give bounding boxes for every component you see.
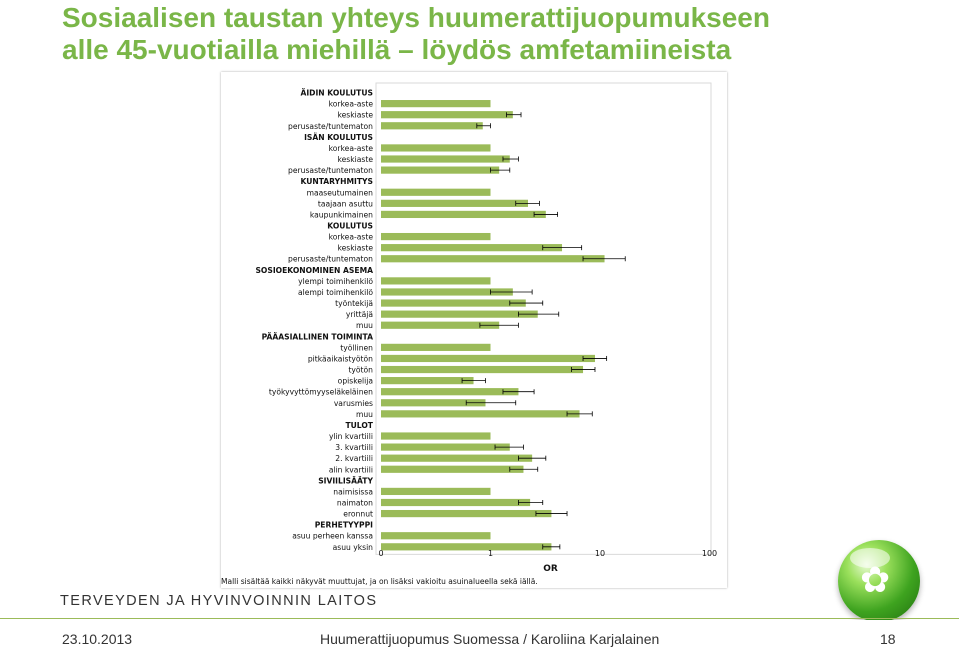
group-header-label: PÄÄASIALLINEN TOIMINTA xyxy=(262,332,374,341)
category-label: työllinen xyxy=(340,343,373,352)
or-bar xyxy=(381,255,605,263)
or-bar xyxy=(381,410,580,418)
or-bar xyxy=(381,100,491,108)
or-bar xyxy=(381,509,552,518)
forest-plot: ÄIDIN KOULUTUS korkea-aste keskiaste perusa… xyxy=(221,82,717,586)
group-header-label: ISÄN KOULUTUS xyxy=(304,133,373,142)
category-label: korkea-aste xyxy=(329,100,374,109)
or-bar xyxy=(381,432,491,440)
or-bar xyxy=(381,299,526,307)
group-header-label: KUNTARYHMITYS xyxy=(300,177,373,186)
or-bar xyxy=(381,465,524,473)
or-bar xyxy=(381,532,491,540)
category-label: muu xyxy=(356,321,373,330)
category-label: varusmies xyxy=(334,399,373,408)
forest-plot-frame: ÄIDIN KOULUTUS korkea-aste keskiaste perusa… xyxy=(221,72,727,588)
x-tick-label: 100 xyxy=(702,549,717,558)
thl-logo-ball-icon: ✿ xyxy=(838,540,920,622)
or-bar xyxy=(381,543,552,551)
category-label: perusaste/tuntematon xyxy=(288,255,373,264)
category-label: maaseutumainen xyxy=(307,188,374,197)
slide-title-line2: alle 45-vuotiailla miehillä – löydös amf… xyxy=(62,34,732,65)
category-label: muu xyxy=(356,410,373,419)
footer-page-number: 18 xyxy=(880,631,896,647)
slide-title-line1: Sosiaalisen taustan yhteys huumerattijuo… xyxy=(62,2,770,33)
category-label: taajaan asuttu xyxy=(318,199,373,208)
or-bar xyxy=(381,365,584,374)
category-label: työtön xyxy=(348,366,373,375)
category-label: 3. kvartiili xyxy=(335,443,373,452)
category-label: korkea-aste xyxy=(329,144,374,153)
footer-presentation-title: Huumerattijuopumus Suomessa / Karoliina … xyxy=(320,631,660,647)
group-header-label: SIVIILISÄÄTY xyxy=(318,476,373,485)
or-bar xyxy=(381,377,474,385)
or-bar xyxy=(381,111,513,119)
category-label: yrittäjä xyxy=(346,310,373,319)
or-bar xyxy=(381,232,491,241)
or-bar xyxy=(381,399,486,407)
x-axis-label: OR xyxy=(543,564,558,574)
category-label: keskiaste xyxy=(337,111,373,120)
or-bar xyxy=(381,343,491,351)
or-bar xyxy=(381,310,538,318)
or-bar xyxy=(381,498,531,507)
footer-divider xyxy=(0,618,959,619)
slide-title: Sosiaalisen taustan yhteys huumerattijuo… xyxy=(62,2,942,66)
or-bar xyxy=(381,288,513,296)
category-label: perusaste/tuntematon xyxy=(288,166,373,175)
or-bar xyxy=(381,443,510,451)
category-label: ylempi toimihenkilö xyxy=(298,277,373,286)
or-bar xyxy=(381,277,491,285)
category-label: naimisissa xyxy=(333,487,373,496)
category-label: työkyvyttömyyseläkeläinen xyxy=(269,388,373,397)
or-bar xyxy=(381,354,595,363)
category-label: keskiaste xyxy=(337,155,373,164)
category-label: opiskelija xyxy=(338,377,373,386)
category-label: kaupunkimainen xyxy=(310,210,373,219)
category-label: pitkäaikaistyötön xyxy=(308,354,373,363)
group-header-label: ÄIDIN KOULUTUS xyxy=(300,89,373,98)
chart-footnote: Malli sisältää kaikki näkyvät muuttujat,… xyxy=(221,577,538,586)
category-label: 2. kvartiili xyxy=(335,454,373,463)
group-header-label: KOULUTUS xyxy=(327,222,373,231)
or-bar xyxy=(381,166,500,174)
footer xyxy=(0,620,959,655)
category-label: naimaton xyxy=(337,499,373,508)
category-label: korkea-aste xyxy=(329,233,374,242)
group-header-label: PERHETYYPPI xyxy=(315,521,373,530)
x-tick-label: 10 xyxy=(595,549,605,558)
or-bar xyxy=(381,454,533,462)
or-bar xyxy=(381,321,500,329)
plot-area xyxy=(375,82,712,555)
or-bar xyxy=(381,155,510,163)
x-tick-label: 0 xyxy=(378,549,383,558)
or-bar xyxy=(381,199,528,207)
category-label: alempi toimihenkilö xyxy=(298,288,373,297)
category-label: perusaste/tuntematon xyxy=(288,122,373,131)
or-bar xyxy=(381,122,483,130)
or-bar xyxy=(381,244,563,252)
category-label: keskiaste xyxy=(337,244,373,253)
category-label: eronnut xyxy=(343,510,373,519)
footer-date: 23.10.2013 xyxy=(62,631,133,647)
or-bar xyxy=(381,210,546,219)
group-header-label: TULOT xyxy=(345,421,373,430)
group-header-label: SOSIOEKONOMINEN ASEMA xyxy=(255,266,373,275)
or-bar xyxy=(381,188,491,196)
category-label: alin kvartiili xyxy=(329,465,373,474)
or-bar xyxy=(381,388,519,396)
organization-name: TERVEYDEN JA HYVINVOINNIN LAITOS xyxy=(60,593,378,609)
or-bar xyxy=(381,487,491,496)
category-label: asuu perheen kanssa xyxy=(292,532,373,541)
category-label: asuu yksin xyxy=(333,543,374,552)
category-label: työntekijä xyxy=(335,299,373,308)
or-bar xyxy=(381,144,491,152)
x-tick-label: 1 xyxy=(488,549,493,558)
category-label: ylin kvartiili xyxy=(329,432,373,441)
